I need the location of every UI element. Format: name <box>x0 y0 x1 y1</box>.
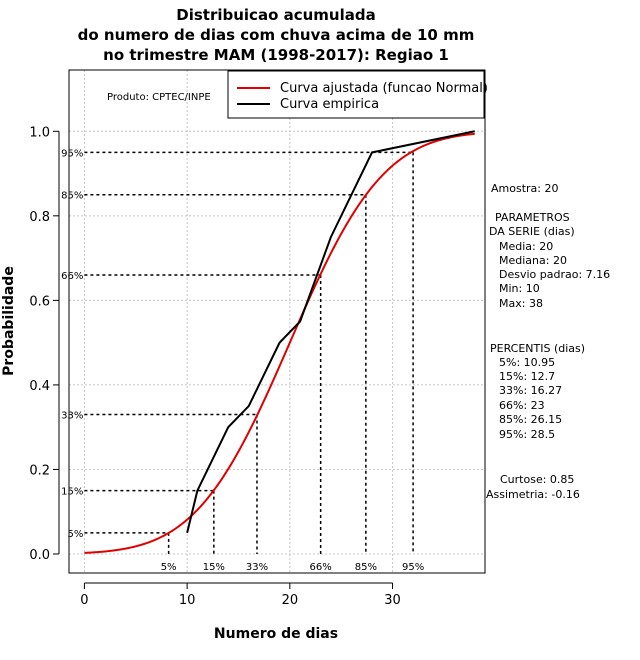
percentile-label-y-4: 85% <box>61 191 83 202</box>
legend-label-empirical: Curva empirica <box>280 97 379 112</box>
chart-title-line-3: no trimestre MAM (1998-2017): Regiao 1 <box>103 46 449 64</box>
percentile-label-y-1: 15% <box>61 487 83 498</box>
grid-lines <box>69 70 485 573</box>
percentile-guide-lines: 5% 5% 15% 15% 33% 33% 66% 66% 85% 85% 95% 95% <box>61 148 424 573</box>
chart-title-line-1: Distribuicao acumulada <box>176 6 375 24</box>
y-tick-label-5: 1.0 <box>29 125 50 140</box>
percentile-label-x-4: 85% <box>355 562 377 573</box>
percentil-5: 5%: 10.95 <box>499 356 555 369</box>
percentile-label-y-2: 33% <box>61 410 83 421</box>
percentile-label-x-0: 5% <box>161 562 177 573</box>
param-min: Min: 10 <box>499 282 540 295</box>
series-lines <box>84 130 475 554</box>
param-mediana: Mediana: 20 <box>499 254 567 267</box>
percentis-title: PERCENTIS (dias) <box>490 342 585 355</box>
chart-title-line-2: do numero de dias com chuva acima de 10 … <box>78 26 475 44</box>
plot-frame <box>68 69 486 574</box>
percentil-15: 15%: 12.7 <box>499 370 555 383</box>
legend-box <box>227 70 485 119</box>
percentile-label-x-5: 95% <box>402 562 424 573</box>
percentile-label-x-1: 15% <box>203 562 225 573</box>
percentile-label-x-2: 33% <box>246 562 268 573</box>
percentil-95: 95%: 28.5 <box>499 428 555 441</box>
param-max: Max: 38 <box>499 297 543 310</box>
curtose: Curtose: 0.85 <box>500 473 574 486</box>
params-title-line-2: DA SERIE (dias) <box>489 225 575 238</box>
x-tick-label-0: 0 <box>80 593 88 608</box>
percentil-85: 85%: 26.15 <box>499 413 562 426</box>
sample-size: Amostra: 20 <box>491 182 558 195</box>
legend: Curva ajustada (funcao Normal) Curva emp… <box>227 70 488 119</box>
percentil-33: 33%: 16.27 <box>499 384 562 397</box>
stats-panel: Amostra: 20 PARAMETROS DA SERIE (dias) M… <box>486 182 610 501</box>
y-tick-label-2: 0.4 <box>29 379 50 394</box>
assimetria: Assimetria: -0.16 <box>486 488 580 501</box>
x-tick-label-1: 10 <box>179 593 196 608</box>
percentile-label-y-0: 5% <box>68 529 84 540</box>
percentile-label-y-3: 66% <box>61 271 83 282</box>
x-tick-label-3: 30 <box>384 593 401 608</box>
legend-label-fitted: Curva ajustada (funcao Normal) <box>280 81 488 96</box>
x-axis-label: Numero de dias <box>214 626 338 642</box>
y-tick-label-1: 0.2 <box>29 463 50 478</box>
percentil-66: 66%: 23 <box>499 399 545 412</box>
axes: 0 10 20 30 0.0 0.2 0.4 0.6 0.8 1.0 <box>29 125 401 608</box>
percentile-label-y-5: 95% <box>61 148 83 159</box>
y-axis-label: Probabilidade <box>1 266 17 376</box>
params-title-line-1: PARAMETROS <box>495 211 570 224</box>
y-tick-label-4: 0.8 <box>29 210 50 225</box>
param-media: Media: 20 <box>499 240 553 253</box>
empirical-curve <box>186 130 475 534</box>
x-tick-label-2: 20 <box>282 593 299 608</box>
product-note: Produto: CPTEC/INPE <box>107 92 211 103</box>
y-tick-label-3: 0.6 <box>29 294 50 309</box>
y-tick-label-0: 0.0 <box>29 548 50 563</box>
percentile-label-x-3: 66% <box>310 562 332 573</box>
param-desvio: Desvio padrao: 7.16 <box>499 268 610 281</box>
fitted-normal-curve <box>84 132 475 554</box>
